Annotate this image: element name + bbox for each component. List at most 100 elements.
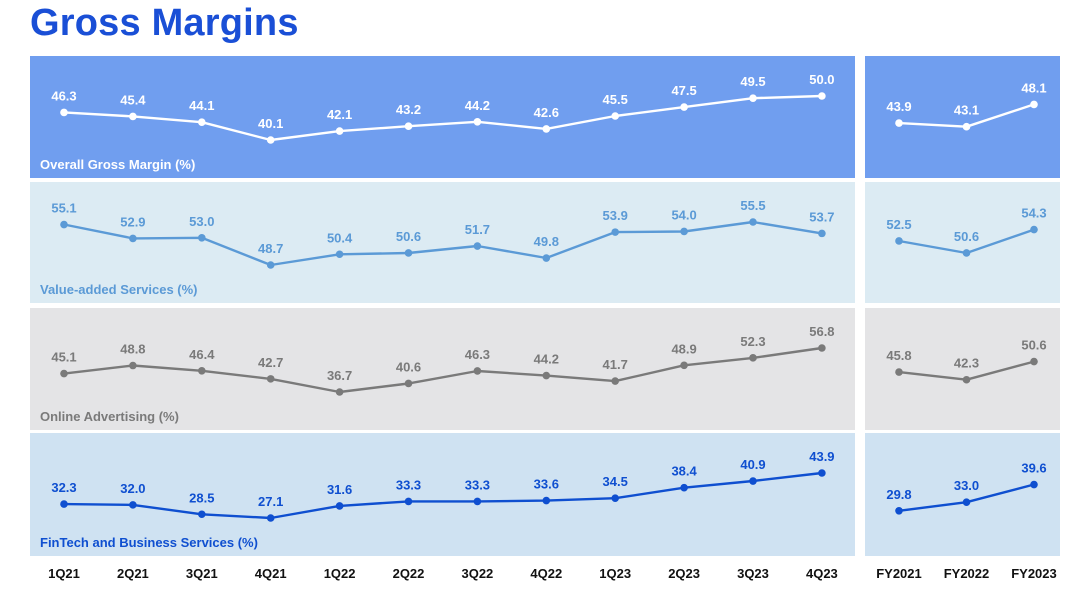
online-ads-point-2Q21 [129, 361, 137, 370]
x-tick-1Q21: 1Q21 [48, 566, 80, 581]
vas-point-FY2022 [962, 249, 971, 257]
overall-point-FY2022 [962, 122, 971, 131]
x-tick-3Q22: 3Q22 [461, 566, 493, 581]
online-ads-point-3Q21 [198, 366, 206, 375]
online-ads-point-FY2023 [1030, 357, 1038, 366]
vas-label-1Q22: 50.4 [327, 230, 353, 245]
fintech-label-3Q23: 40.9 [740, 457, 765, 472]
online-ads-point-2Q22 [404, 379, 413, 388]
vas-label-3Q22: 51.7 [465, 222, 490, 237]
overall-label-4Q21: 40.1 [258, 116, 283, 131]
online-ads-label-1Q21: 45.1 [51, 350, 76, 365]
x-tick-4Q23: 4Q23 [806, 566, 838, 581]
overall-point-4Q23 [818, 92, 826, 100]
overall-panel-quarterly [30, 56, 855, 178]
vas-label-2Q23: 54.0 [671, 207, 696, 222]
x-tick-4Q21: 4Q21 [255, 566, 287, 581]
online-ads-label-1Q22: 36.7 [327, 368, 352, 383]
overall-quarterly-line [63, 94, 822, 142]
fintech-panel-quarterly [30, 433, 855, 556]
overall-point-3Q21 [198, 118, 206, 127]
online-ads-point-1Q21 [60, 369, 68, 378]
online-ads-quarterly-line [63, 346, 823, 394]
fintech-point-2Q22 [404, 497, 413, 506]
online-ads-point-3Q23 [749, 354, 757, 362]
fintech-point-4Q21 [266, 514, 275, 522]
overall-label-3Q22: 44.2 [465, 98, 490, 113]
online-ads-point-3Q22 [473, 367, 482, 375]
vas-label-4Q23: 53.7 [809, 209, 834, 224]
vas-point-1Q23 [611, 228, 619, 236]
fintech-point-4Q22 [542, 496, 551, 505]
overall-label-FY2022: 43.1 [954, 103, 979, 118]
fintech-point-FY2021 [895, 506, 903, 515]
overall-point-4Q22 [542, 125, 551, 133]
fintech-label-1Q22: 31.6 [327, 482, 352, 497]
page-title: Gross Margins [30, 2, 299, 44]
x-tick-2Q21: 2Q21 [117, 566, 149, 581]
online-ads-label-3Q21: 46.4 [189, 347, 215, 362]
vas-label-4Q22: 49.8 [534, 234, 559, 249]
online-ads-panel-label: Online Advertising (%) [40, 409, 179, 424]
vas-point-2Q22 [404, 249, 413, 257]
vas-point-FY2023 [1030, 225, 1038, 234]
fintech-panel-label: FinTech and Business Services (%) [40, 535, 258, 550]
overall-label-2Q21: 45.4 [120, 92, 146, 107]
online-ads-label-3Q23: 52.3 [740, 334, 765, 349]
vas-panel-quarterly [30, 182, 855, 303]
overall-panel-yearly [865, 56, 1060, 178]
vas-label-2Q21: 52.9 [120, 214, 145, 229]
overall-point-2Q22 [404, 122, 413, 131]
overall-point-FY2021 [895, 119, 903, 127]
vas-point-3Q22 [473, 242, 482, 250]
x-tick-3Q21: 3Q21 [186, 566, 218, 581]
overall-label-FY2021: 43.9 [886, 99, 911, 114]
overall-label-3Q21: 44.1 [189, 98, 214, 113]
overall-point-1Q21 [60, 108, 68, 117]
online-ads-label-FY2023: 50.6 [1021, 338, 1046, 353]
online-ads-point-4Q21 [266, 375, 275, 383]
vas-point-4Q21 [266, 261, 275, 269]
x-tick-2Q23: 2Q23 [668, 566, 700, 581]
online-ads-label-2Q21: 48.8 [120, 342, 145, 357]
online-ads-point-4Q22 [542, 371, 551, 380]
fintech-label-1Q21: 32.3 [51, 480, 76, 495]
vas-point-4Q23 [818, 229, 826, 238]
overall-point-2Q23 [680, 103, 688, 111]
fintech-panel-yearly [865, 433, 1060, 556]
vas-point-1Q21 [60, 220, 68, 229]
overall-label-1Q21: 46.3 [51, 88, 76, 103]
online-ads-point-FY2021 [895, 368, 903, 376]
online-ads-point-1Q23 [611, 377, 619, 385]
fintech-label-1Q23: 34.5 [603, 474, 628, 489]
overall-label-FY2023: 48.1 [1021, 80, 1046, 95]
online-ads-label-3Q22: 46.3 [465, 347, 490, 362]
vas-point-3Q21 [198, 234, 206, 242]
fintech-point-3Q21 [198, 510, 206, 519]
vas-label-FY2021: 52.5 [886, 217, 911, 232]
vas-label-2Q22: 50.6 [396, 229, 421, 244]
online-ads-label-4Q21: 42.7 [258, 355, 283, 370]
online-ads-point-4Q23 [818, 344, 826, 352]
vas-label-1Q21: 55.1 [51, 201, 76, 216]
fintech-point-FY2023 [1030, 480, 1038, 489]
fintech-label-4Q22: 33.6 [534, 477, 559, 492]
overall-label-1Q22: 42.1 [327, 107, 352, 122]
fintech-point-4Q23 [818, 469, 826, 477]
overall-point-3Q23 [749, 94, 757, 103]
vas-point-1Q22 [335, 250, 344, 259]
overall-label-4Q22: 42.6 [534, 105, 559, 120]
fintech-label-FY2021: 29.8 [886, 487, 911, 502]
vas-point-4Q22 [542, 254, 551, 262]
online-ads-point-2Q23 [680, 361, 688, 370]
fintech-label-2Q21: 32.0 [120, 481, 145, 496]
fintech-point-2Q21 [129, 501, 137, 509]
vas-label-4Q21: 48.7 [258, 241, 283, 256]
fintech-label-2Q22: 33.3 [396, 477, 421, 492]
vas-quarterly-line [63, 220, 823, 267]
overall-label-3Q23: 49.5 [740, 74, 765, 89]
overall-label-1Q23: 45.5 [603, 92, 628, 107]
overall-label-2Q22: 43.2 [396, 102, 421, 117]
x-tick-3Q23: 3Q23 [737, 566, 769, 581]
